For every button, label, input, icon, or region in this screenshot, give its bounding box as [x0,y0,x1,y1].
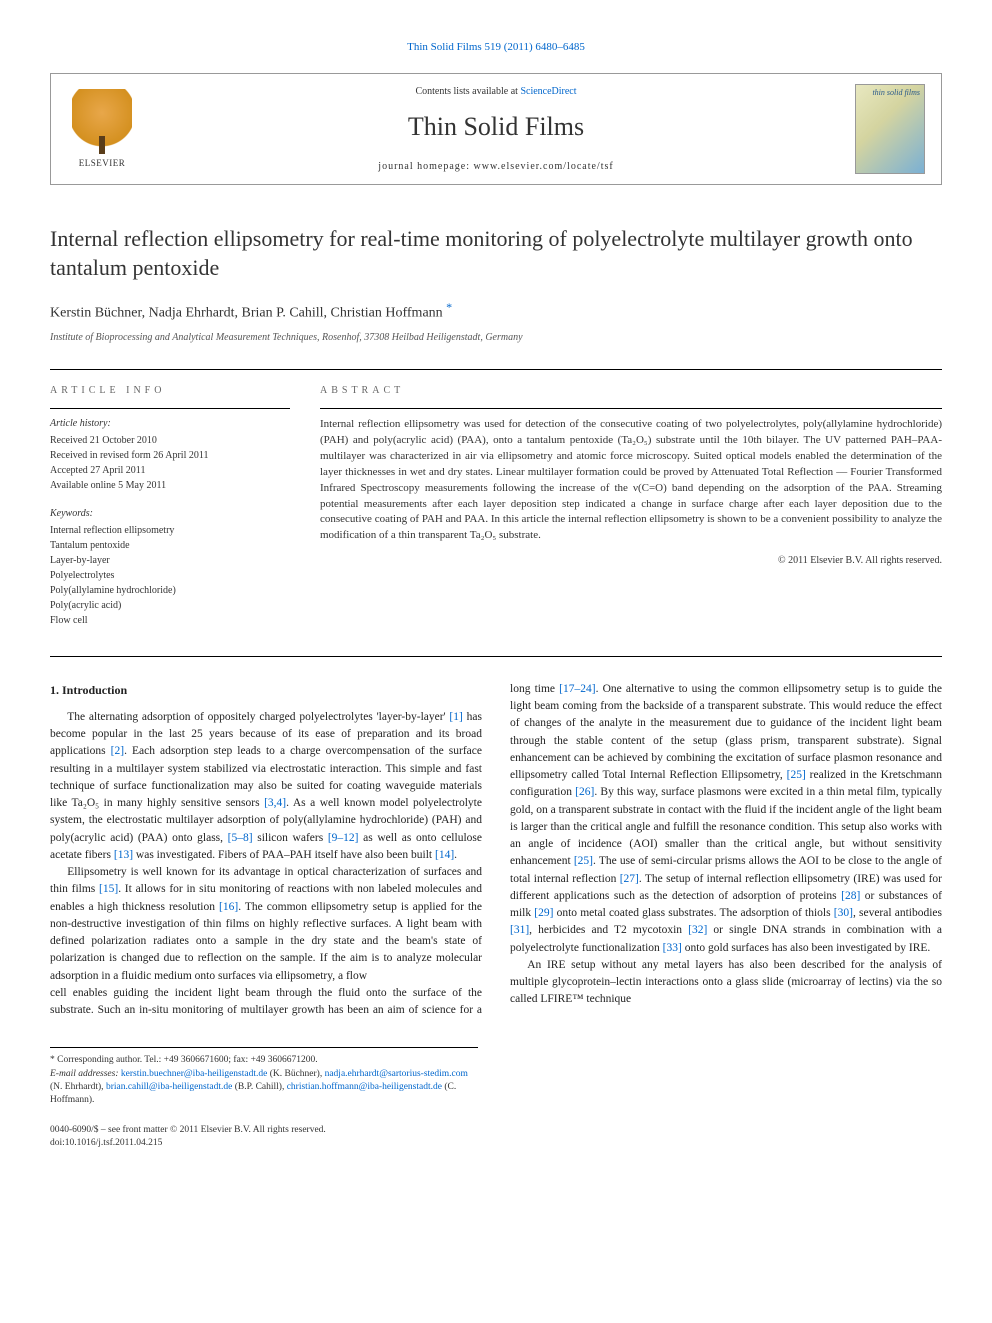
divider-top [50,369,942,370]
body-paragraph: Ellipsometry is well known for its advan… [50,864,482,985]
keyword-item: Layer-by-layer [50,553,290,568]
elsevier-name: ELSEVIER [79,157,126,170]
email-addresses: E-mail addresses: kerstin.buechner@iba-h… [50,1068,478,1108]
abstract-text: Internal reflection ellipsometry was use… [320,417,942,545]
citation-link[interactable]: [1] [449,711,462,723]
history-item: Received 21 October 2010 [50,433,290,448]
history-item: Available online 5 May 2011 [50,478,290,493]
body-paragraph: An IRE setup without any metal layers ha… [510,957,942,1009]
citation-link[interactable]: [30] [834,907,853,919]
contents-lists-line: Contents lists available at ScienceDirec… [137,85,855,99]
email-who: (K. Büchner), [267,1069,322,1079]
body-paragraph: The alternating adsorption of oppositely… [50,709,482,864]
elsevier-logo: ELSEVIER [67,84,137,174]
citation-link[interactable]: [25] [787,769,806,781]
keyword-item: Poly(allylamine hydrochloride) [50,583,290,598]
journal-title: Thin Solid Films [137,109,855,145]
cover-text: thin solid films [872,89,920,98]
abstract-heading: abstract [320,384,942,398]
journal-reference: Thin Solid Films 519 (2011) 6480–6485 [50,40,942,55]
history-item: Received in revised form 26 April 2011 [50,448,290,463]
keywords-list: Internal reflection ellipsometry Tantalu… [50,523,290,628]
article-info-heading: article info [50,384,290,398]
body-text-run: . [454,849,457,861]
citation-link[interactable]: [29] [534,907,553,919]
article-info-column: article info Article history: Received 2… [50,384,290,642]
body-text-run: An IRE setup without any metal layers ha… [510,959,942,1006]
journal-header-box: ELSEVIER Contents lists available at Sci… [50,73,942,185]
abstract-copyright: © 2011 Elsevier B.V. All rights reserved… [320,554,942,568]
body-text-run: , several antibodies [853,907,942,919]
keyword-item: Internal reflection ellipsometry [50,523,290,538]
body-text-run: . One alternative to using the common el… [510,683,942,781]
journal-homepage: journal homepage: www.elsevier.com/locat… [137,160,855,174]
divider-bottom [50,656,942,657]
info-abstract-row: article info Article history: Received 2… [50,384,942,642]
email-label: E-mail addresses: [50,1069,121,1079]
keyword-item: Poly(acrylic acid) [50,598,290,613]
citation-link[interactable]: [27] [620,873,639,885]
email-who: (B.P. Cahill), [232,1082,286,1092]
citation-link[interactable]: [31] [510,924,529,936]
body-text: 1. Introduction The alternating adsorpti… [50,681,942,1020]
corr-author-line: * Corresponding author. Tel.: +49 360667… [50,1054,478,1067]
affiliation: Institute of Bioprocessing and Analytica… [50,331,942,345]
citation-link[interactable]: [26] [575,786,594,798]
citation-link[interactable]: [15] [99,883,118,895]
corresponding-mark: * [446,300,452,314]
doi-line: doi:10.1016/j.tsf.2011.04.215 [50,1137,478,1150]
citation-link[interactable]: [9–12] [328,832,359,844]
contents-text: Contents lists available at [415,86,520,97]
journal-cover-thumbnail: thin solid films [855,84,925,174]
keyword-item: Flow cell [50,613,290,628]
citation-link[interactable]: [33] [663,942,682,954]
body-text-run: , herbicides and T2 mycotoxin [529,924,688,936]
citation-link[interactable]: [32] [688,924,707,936]
doi-block: 0040-6090/$ – see front matter © 2011 El… [50,1124,478,1151]
corresponding-author-footer: * Corresponding author. Tel.: +49 360667… [50,1047,478,1107]
citation-link[interactable]: [16] [219,901,238,913]
keywords-label: Keywords: [50,507,290,521]
body-text-run: onto metal coated glass substrates. The … [553,907,833,919]
history-item: Accepted 27 April 2011 [50,463,290,478]
sciencedirect-link[interactable]: ScienceDirect [520,86,576,97]
citation-link[interactable]: [13] [114,849,133,861]
history-list: Received 21 October 2010 Received in rev… [50,433,290,493]
citation-link[interactable]: [5–8] [228,832,253,844]
article-title: Internal reflection ellipsometry for rea… [50,225,942,282]
citation-link[interactable]: [25] [574,855,593,867]
issn-line: 0040-6090/$ – see front matter © 2011 El… [50,1124,478,1137]
authors-names: Kerstin Büchner, Nadja Ehrhardt, Brian P… [50,305,443,320]
keyword-item: Polyelectrolytes [50,568,290,583]
abstract-column: abstract Internal reflection ellipsometr… [320,384,942,642]
body-text-run: silicon wafers [253,832,328,844]
citation-link[interactable]: [3,4] [264,797,286,809]
body-text-run: The alternating adsorption of oppositely… [67,711,449,723]
keyword-item: Tantalum pentoxide [50,538,290,553]
body-text-run: onto gold surfaces has also been investi… [682,942,930,954]
citation-link[interactable]: [17–24] [559,683,595,695]
authors-line: Kerstin Büchner, Nadja Ehrhardt, Brian P… [50,299,942,323]
header-center: Contents lists available at ScienceDirec… [137,85,855,173]
citation-link[interactable]: [14] [435,849,454,861]
citation-link[interactable]: [28] [841,890,860,902]
email-link[interactable]: brian.cahill@iba-heiligenstadt.de [106,1082,232,1092]
elsevier-tree-icon [72,89,132,149]
history-label: Article history: [50,417,290,431]
section-heading-intro: 1. Introduction [50,681,482,699]
citation-link[interactable]: [2] [111,745,124,757]
email-link[interactable]: christian.hoffmann@iba-heiligenstadt.de [287,1082,442,1092]
email-link[interactable]: nadja.ehrhardt@sartorius-stedim.com [325,1069,468,1079]
email-who: (N. Ehrhardt), [50,1082,106,1092]
email-link[interactable]: kerstin.buechner@iba-heiligenstadt.de [121,1069,267,1079]
body-text-run: was investigated. Fibers of PAA–PAH itse… [133,849,435,861]
